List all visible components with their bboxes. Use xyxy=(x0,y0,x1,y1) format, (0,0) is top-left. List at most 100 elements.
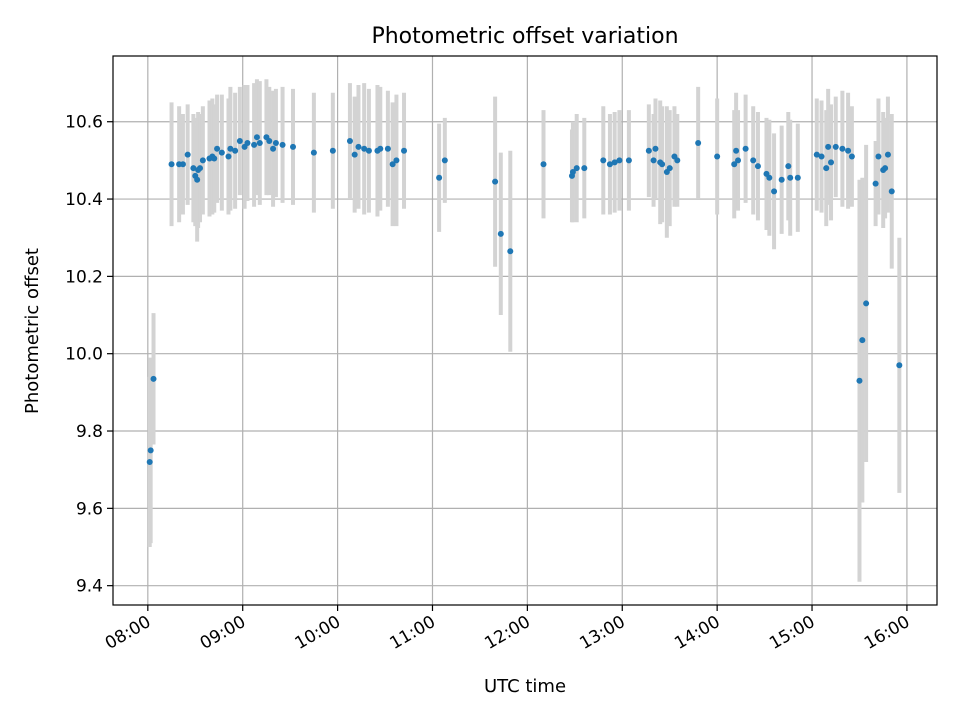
data-point xyxy=(848,153,855,160)
data-point xyxy=(540,161,547,168)
x-tick-label: 15:00 xyxy=(766,612,818,654)
x-tick-label: 09:00 xyxy=(197,612,249,654)
y-tick-label: 10.0 xyxy=(65,345,103,365)
data-point xyxy=(742,145,749,152)
data-point xyxy=(888,188,895,195)
data-point xyxy=(581,165,588,172)
data-point xyxy=(872,180,879,187)
data-point xyxy=(147,447,154,454)
data-point xyxy=(256,139,263,146)
data-point xyxy=(197,165,204,172)
data-point xyxy=(828,159,835,166)
data-point xyxy=(785,163,792,170)
data-point xyxy=(611,159,618,166)
data-point xyxy=(227,145,234,152)
y-tick-label: 10.6 xyxy=(65,113,103,133)
data-point xyxy=(232,147,239,154)
data-point xyxy=(839,145,846,152)
data-point xyxy=(652,145,659,152)
data-points xyxy=(146,134,903,465)
y-tick-label: 10.4 xyxy=(65,190,103,210)
data-point xyxy=(771,188,778,195)
data-point xyxy=(875,153,882,160)
data-point xyxy=(569,168,576,175)
x-tick-label: 12:00 xyxy=(481,612,533,654)
data-point xyxy=(168,161,175,168)
data-point xyxy=(674,157,681,164)
data-point xyxy=(253,134,260,141)
data-point xyxy=(507,248,514,255)
y-tick-label: 9.6 xyxy=(76,499,103,519)
x-tick-label: 13:00 xyxy=(576,612,628,654)
data-point xyxy=(735,157,742,164)
data-point xyxy=(896,362,903,369)
y-tick-label: 9.8 xyxy=(76,422,103,442)
data-point xyxy=(384,145,391,152)
x-axis-ticks: 08:00 09:00 10:00 11:00 12:00 13:00 14:00 15:00… xyxy=(102,605,913,654)
y-axis-ticks: 9.4 9.6 9.8 10.0 10.2 10.4 10.6 xyxy=(65,113,113,597)
data-point xyxy=(818,153,825,160)
data-point xyxy=(650,157,657,164)
data-point xyxy=(279,141,286,148)
data-point xyxy=(184,151,191,158)
data-point xyxy=(225,153,232,160)
data-point xyxy=(845,147,852,154)
data-point xyxy=(606,161,613,168)
x-tick-label: 16:00 xyxy=(861,612,913,654)
data-point xyxy=(244,139,251,146)
y-tick-label: 10.2 xyxy=(65,267,103,287)
data-point xyxy=(659,161,666,168)
data-point xyxy=(346,138,353,145)
data-point xyxy=(146,458,153,465)
data-point xyxy=(194,176,201,183)
data-point xyxy=(361,145,368,152)
data-point xyxy=(211,155,218,162)
plot-frame xyxy=(112,55,938,606)
data-point xyxy=(497,230,504,237)
data-point xyxy=(355,143,362,150)
data-point xyxy=(266,138,273,145)
x-tick-label: 08:00 xyxy=(102,612,154,654)
data-point xyxy=(616,157,623,164)
data-point xyxy=(600,157,607,164)
data-point xyxy=(272,139,279,146)
data-point xyxy=(377,145,384,152)
data-point xyxy=(214,145,221,152)
chart-title: Photometric offset variation xyxy=(371,24,678,49)
data-point xyxy=(813,151,820,158)
data-point xyxy=(825,143,832,150)
data-point xyxy=(714,153,721,160)
x-axis-label: UTC time xyxy=(484,676,566,697)
data-point xyxy=(179,161,186,168)
data-point xyxy=(251,141,258,148)
data-point xyxy=(882,165,889,172)
data-point xyxy=(270,145,277,152)
x-tick-label: 10:00 xyxy=(292,612,344,654)
data-point xyxy=(731,161,738,168)
grid-lines xyxy=(113,56,937,605)
data-point xyxy=(750,157,757,164)
data-point xyxy=(884,151,891,158)
data-point xyxy=(625,157,632,164)
data-point xyxy=(856,377,863,384)
data-point xyxy=(733,147,740,154)
data-point xyxy=(218,149,225,156)
data-point xyxy=(794,174,801,181)
data-point xyxy=(766,174,773,181)
data-point xyxy=(150,375,157,382)
y-axis-label: Photometric offset xyxy=(22,248,43,414)
data-point xyxy=(695,139,702,146)
data-point xyxy=(401,147,408,154)
data-point xyxy=(666,165,673,172)
data-point xyxy=(754,163,761,170)
data-point xyxy=(823,165,830,172)
data-point xyxy=(199,157,206,164)
data-point xyxy=(492,178,499,185)
data-point xyxy=(441,157,448,164)
y-tick-label: 9.4 xyxy=(76,577,103,597)
data-point xyxy=(832,143,839,150)
data-point xyxy=(365,147,372,154)
data-point xyxy=(351,151,358,158)
data-point xyxy=(236,138,243,145)
